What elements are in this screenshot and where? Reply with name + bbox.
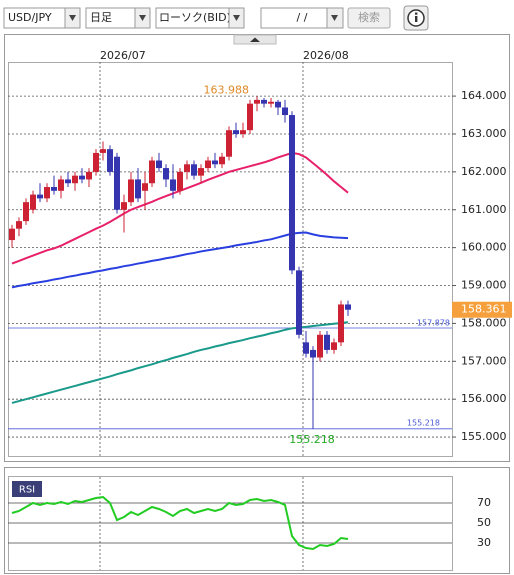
symbol-text: USD/JPY (8, 11, 52, 24)
candle-body (135, 179, 141, 199)
candle-body (261, 99, 267, 104)
candle-body (212, 160, 218, 165)
candle-body (100, 149, 106, 153)
high-label: 163.988 (204, 84, 250, 97)
candle-body (93, 152, 99, 172)
candle-body (163, 168, 169, 180)
x-tick-label: 2026/07 (100, 49, 146, 62)
search-text: 検索 (358, 10, 380, 24)
dropdown-arrow (331, 15, 338, 21)
candle-body (149, 160, 155, 184)
period-text: 日足 (90, 11, 112, 24)
candle-body (191, 164, 197, 176)
candle-body (30, 194, 36, 210)
date-text: / / (297, 11, 308, 24)
candle-body (16, 221, 22, 229)
rsi-title: RSI (19, 485, 35, 496)
candle-body (65, 179, 71, 184)
candle-body (86, 171, 92, 180)
y-tick-label: 162.000 (461, 165, 507, 178)
moving-average (11, 321, 349, 404)
y-tick-label: 159.000 (461, 279, 507, 292)
info-icon (415, 12, 418, 15)
dropdown-arrow (69, 15, 76, 21)
candle-body (142, 183, 148, 191)
candle-body (107, 149, 113, 172)
candle-body (296, 270, 302, 335)
dropdown-arrow (139, 15, 146, 21)
candle-body (247, 103, 253, 131)
chart-type-text: ローソク(BID) (159, 11, 231, 24)
y-tick-label: 161.000 (461, 203, 507, 216)
plot-area (8, 62, 453, 457)
low-label: 155.218 (289, 433, 335, 446)
y-tick-label: 156.000 (461, 392, 507, 405)
candle-body (156, 160, 162, 169)
rsi-panel (4, 467, 510, 574)
candle-body (128, 179, 134, 203)
rsi-line (11, 495, 349, 551)
candle-body (205, 160, 211, 169)
candle-body (240, 130, 246, 134)
y-tick-label: 163.000 (461, 127, 507, 140)
candle-body (282, 107, 288, 116)
candle-body (198, 168, 204, 176)
candle-body (44, 187, 50, 199)
current-price-box (452, 301, 512, 318)
y-tick-label: 70 (477, 496, 491, 509)
search-button[interactable] (347, 7, 391, 29)
candle-body (254, 99, 260, 104)
candle-body (72, 175, 78, 184)
rsi-title-box (12, 481, 42, 497)
candle-body (338, 304, 344, 343)
candle-body (23, 202, 29, 222)
y-tick-label: 30 (477, 536, 491, 549)
candle-body (226, 130, 232, 157)
candle-body (268, 101, 274, 104)
candle-body (9, 228, 15, 241)
collapse-arrow (250, 37, 260, 42)
candle-body (37, 194, 43, 199)
candle-body (58, 179, 64, 191)
dropdown-arrow (233, 15, 240, 21)
candle-body (331, 342, 337, 350)
info-icon (415, 16, 418, 22)
candle-body (345, 304, 351, 310)
toolbar: USD/JPY 日足 ローソク(BID) / / 検索 (3, 5, 429, 31)
candle-body (303, 342, 309, 354)
y-tick-label: 158.000 (461, 316, 507, 329)
candle-body (170, 179, 176, 191)
candle-body (177, 171, 183, 191)
y-tick-label: 164.000 (461, 89, 507, 102)
candle-body (275, 101, 281, 108)
candle-body (310, 349, 316, 358)
min-axis-label: 155.218 (407, 418, 440, 427)
candle-body (51, 187, 57, 191)
reference-label: 157.878 (417, 319, 450, 328)
y-tick-label: 160.000 (461, 241, 507, 254)
candle-body (289, 115, 295, 271)
y-tick-label: 155.000 (461, 430, 507, 443)
candle-body (324, 334, 330, 350)
candle-body (121, 202, 127, 210)
y-tick-label: 50 (477, 516, 491, 529)
rsi-plot-area (8, 476, 453, 571)
candle-body (114, 156, 120, 210)
candle-body (184, 164, 190, 172)
x-tick-label: 2026/08 (303, 49, 349, 62)
candle-body (79, 175, 85, 180)
candle-body (233, 130, 239, 134)
candle-body (219, 156, 225, 165)
current-price-label: 158.361 (461, 303, 507, 316)
candle-body (317, 334, 323, 358)
y-tick-label: 157.000 (461, 354, 507, 367)
